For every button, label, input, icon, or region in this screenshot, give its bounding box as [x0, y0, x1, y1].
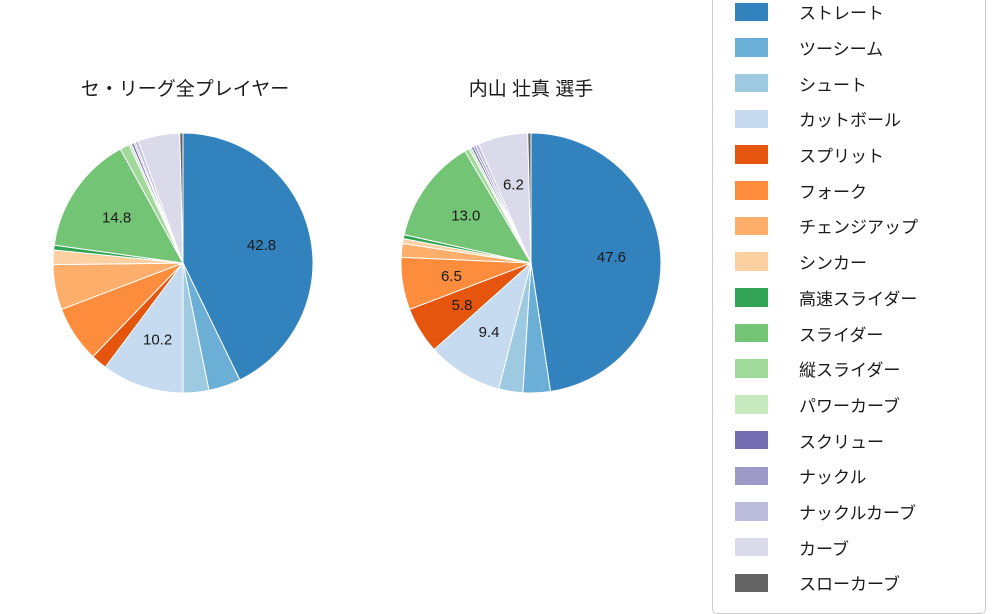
- legend-item-8: 高速スライダー: [713, 280, 985, 316]
- pie-slice-value-label: 47.6: [597, 249, 626, 266]
- legend-label: ストレート: [799, 4, 884, 24]
- legend-item-10: 縦スライダー: [713, 351, 985, 387]
- legend-label: カーブ: [799, 539, 849, 559]
- pie-slice-ストレート: [530, 132, 662, 393]
- legend-color-swatch: [735, 359, 768, 378]
- legend-label: ツーシーム: [799, 40, 884, 60]
- legend-color-swatch: [735, 2, 768, 22]
- pitch-type-legend: ストレートツーシームシュートカットボール スプリットフォークチェンジアップ シンカー…: [712, 0, 986, 614]
- legend-color-swatch: [735, 395, 768, 414]
- legend-label: ナックル: [799, 468, 867, 488]
- pie-slice-スローカーブ: [179, 132, 184, 264]
- legend-color-swatch: [735, 252, 768, 271]
- pie-slice-value-label: 42.8: [247, 237, 276, 254]
- pie-slice-スローカーブ: [527, 132, 532, 264]
- legend-item-3: カットボール: [713, 101, 985, 137]
- pie-slice-value-label: 6.5: [441, 268, 462, 285]
- pie-slice-value-label: 10.2: [143, 332, 172, 349]
- legend-label: カットボール: [799, 111, 901, 131]
- pie-slice-スライダー: [53, 148, 184, 264]
- legend-label: 縦スライダー: [799, 361, 901, 381]
- legend-item-15: カーブ: [713, 529, 985, 565]
- legend-color-swatch: [735, 573, 768, 593]
- pie-chart-league-all-players: 42.8 10.2 14.8: [52, 132, 314, 394]
- legend-item-0: ストレート: [713, 0, 985, 30]
- legend-label: シンカー: [799, 254, 867, 274]
- legend-label: スクリュー: [799, 432, 884, 452]
- legend-color-swatch: [735, 537, 768, 557]
- pie-slice-value-label: 13.0: [451, 208, 480, 225]
- legend-item-2: シュート: [713, 65, 985, 101]
- legend-color-swatch: [735, 216, 768, 236]
- legend-item-12: スクリュー: [713, 422, 985, 458]
- pie-slice-カットボール: [104, 261, 184, 394]
- legend-item-4: スプリット: [713, 137, 985, 173]
- legend-color-swatch: [735, 181, 768, 200]
- legend-label: スライダー: [799, 325, 884, 345]
- legend-color-swatch: [735, 109, 768, 129]
- left-pie-title: セ・リーグ全プレイヤー: [80, 79, 290, 100]
- legend-label: チェンジアップ: [799, 218, 918, 238]
- legend-color-swatch: [735, 502, 768, 521]
- pie-slice-value-label: 5.8: [452, 297, 473, 314]
- pie-slice-value-label: 9.4: [479, 324, 500, 341]
- pie-slice-ストレート: [182, 132, 314, 381]
- legend-item-1: ツーシーム: [713, 30, 985, 66]
- legend-label: シュート: [799, 75, 867, 95]
- legend-color-swatch: [735, 466, 768, 486]
- legend-item-5: フォーク: [713, 172, 985, 208]
- legend-label: ナックルカーブ: [799, 503, 916, 523]
- legend-color-swatch: [735, 430, 768, 450]
- legend-item-14: ナックルカーブ: [713, 494, 985, 530]
- legend-label: スプリット: [799, 147, 884, 167]
- pie-chart-player-uchiyama: 47.6 9.4 5.8 6.5 13.0 6.2: [400, 132, 662, 394]
- legend-item-9: スライダー: [713, 315, 985, 351]
- legend-item-16: スローカーブ: [713, 565, 985, 601]
- legend-color-swatch: [735, 323, 768, 343]
- legend-color-swatch: [735, 38, 768, 57]
- pie-slice-カットボール: [433, 261, 532, 390]
- legend-item-7: シンカー: [713, 244, 985, 280]
- pie-slice-value-label: 6.2: [503, 176, 524, 193]
- legend-item-6: チェンジアップ: [713, 208, 985, 244]
- legend-color-swatch: [735, 73, 768, 93]
- legend-label: 高速スライダー: [799, 289, 918, 309]
- legend-item-13: ナックル: [713, 458, 985, 494]
- pie-slice-スライダー: [403, 150, 533, 264]
- pie-slice-value-label: 14.8: [102, 209, 131, 226]
- legend-label: スローカーブ: [799, 575, 900, 595]
- legend-label: フォーク: [799, 182, 867, 202]
- legend-color-swatch: [735, 145, 768, 164]
- legend-label: パワーカーブ: [799, 396, 900, 416]
- legend-item-11: パワーカーブ: [713, 387, 985, 423]
- right-pie-title: 内山 壮真 選手: [468, 79, 594, 100]
- legend-color-swatch: [735, 288, 768, 307]
